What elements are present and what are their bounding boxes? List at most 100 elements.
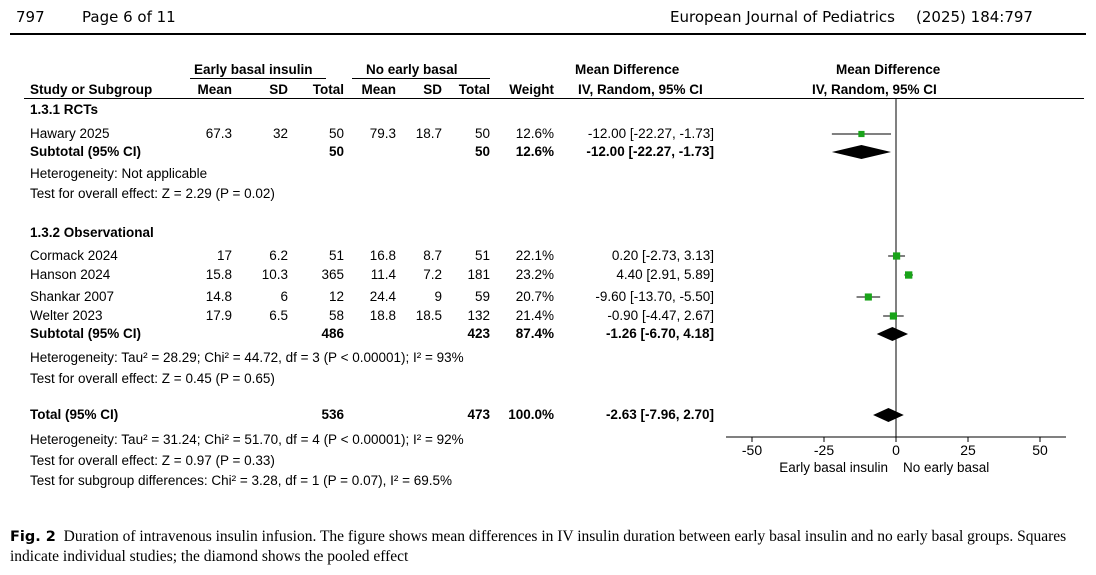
citation: (2025) 184:797 bbox=[916, 8, 1033, 26]
n-c: 132 bbox=[467, 308, 490, 323]
n-c: 50 bbox=[474, 126, 490, 141]
md-ci: -9.60 [-13.70, -5.50] bbox=[595, 289, 714, 304]
subgroup-title-observational: 1.3.2 Observational bbox=[30, 225, 154, 240]
page-of: Page 6 of 11 bbox=[82, 8, 176, 26]
overall-effect-observational: Test for overall effect: Z = 0.45 (P = 0… bbox=[30, 371, 275, 386]
mean-e: 17.9 bbox=[205, 308, 232, 323]
rule-experimental bbox=[190, 78, 326, 79]
x-tick-label: 25 bbox=[960, 442, 976, 458]
subtotal-label: Subtotal (95% CI) bbox=[30, 326, 142, 341]
study-square bbox=[905, 271, 913, 279]
sd-e: 6.2 bbox=[269, 248, 288, 263]
mean-e: 15.8 bbox=[205, 267, 232, 282]
mean-c: 16.8 bbox=[369, 248, 396, 263]
n-e: 58 bbox=[328, 308, 344, 323]
n-e: 365 bbox=[321, 267, 344, 282]
caption-text: Duration of intravenous insulin infusion… bbox=[10, 528, 1067, 565]
header-rule bbox=[10, 33, 1086, 35]
x-tick-label: 50 bbox=[1032, 442, 1048, 458]
header-bottom-rule bbox=[24, 98, 1084, 99]
mean-c: 18.8 bbox=[369, 308, 396, 323]
weight: 12.6% bbox=[515, 126, 554, 141]
subtotal-label: Subtotal (95% CI) bbox=[30, 144, 142, 159]
subtotal-n-e: 50 bbox=[328, 144, 344, 159]
n-e: 12 bbox=[328, 289, 344, 304]
pooled-diamond bbox=[873, 408, 904, 422]
figure-caption: Fig. 2 Duration of intravenous insulin i… bbox=[10, 527, 1086, 567]
n-c: 59 bbox=[474, 289, 490, 304]
n-e: 50 bbox=[328, 126, 344, 141]
mean-c: 24.4 bbox=[369, 289, 396, 304]
pooled-diamond bbox=[876, 327, 909, 341]
col-sd-c: SD bbox=[423, 82, 442, 97]
subtotal-n-e: 486 bbox=[321, 326, 344, 341]
journal-name: European Journal of Pediatrics bbox=[670, 8, 895, 26]
weight: 22.1% bbox=[515, 248, 554, 263]
study-name: Shankar 2007 bbox=[30, 289, 115, 304]
heterogeneity-observational: Heterogeneity: Tau² = 28.29; Chi² = 44.7… bbox=[30, 350, 464, 365]
plot-header: Mean Difference bbox=[836, 62, 941, 77]
plot-subheader: IV, Random, 95% CI bbox=[812, 82, 937, 97]
sd-c: 18.7 bbox=[415, 126, 442, 141]
study-square bbox=[864, 293, 872, 301]
subtotal-weight: 12.6% bbox=[515, 144, 554, 159]
total-weight: 100.0% bbox=[508, 407, 554, 422]
overall-effect-rcts: Test for overall effect: Z = 2.29 (P = 0… bbox=[30, 186, 275, 201]
study-name: Hawary 2025 bbox=[30, 126, 110, 141]
col-mean-c: Mean bbox=[361, 82, 396, 97]
total-label: Total (95% CI) bbox=[30, 407, 119, 422]
study-name: Cormack 2024 bbox=[30, 248, 118, 263]
group-header-control: No early basal bbox=[366, 62, 458, 77]
page-number: 797 bbox=[16, 8, 45, 26]
study-square bbox=[892, 252, 901, 260]
md-ci: -0.90 [-4.47, 2.67] bbox=[607, 308, 714, 323]
subgroup-differences: Test for subgroup differences: Chi² = 3.… bbox=[30, 473, 452, 488]
subtotal-weight: 87.4% bbox=[515, 326, 554, 341]
sd-e: 32 bbox=[272, 126, 288, 141]
mean-e: 17 bbox=[216, 248, 232, 263]
pooled-diamond bbox=[831, 145, 892, 159]
sd-c: 7.2 bbox=[423, 267, 442, 282]
total-ci: -2.63 [-7.96, 2.70] bbox=[605, 407, 714, 422]
mean-c: 11.4 bbox=[370, 267, 396, 282]
col-weight: Weight bbox=[509, 82, 554, 97]
overall-effect-total: Test for overall effect: Z = 0.97 (P = 0… bbox=[30, 453, 275, 468]
figure-label: Fig. 2 bbox=[10, 529, 56, 545]
weight: 21.4% bbox=[515, 308, 554, 323]
study-name: Hanson 2024 bbox=[30, 267, 111, 282]
sd-c: 18.5 bbox=[415, 308, 442, 323]
md-ci: 4.40 [2.91, 5.89] bbox=[616, 267, 714, 282]
heterogeneity-total: Heterogeneity: Tau² = 31.24; Chi² = 51.7… bbox=[30, 432, 464, 447]
group-header-experimental: Early basal insulin bbox=[194, 62, 313, 77]
col-sd-e: SD bbox=[269, 82, 288, 97]
subtotal-ci: -12.00 [-22.27, -1.73] bbox=[586, 144, 714, 159]
mean-e: 14.8 bbox=[205, 289, 232, 304]
forest-plot: -50 -25 0 25 50 Early basal insulin No early… bbox=[726, 99, 1066, 475]
weight: 23.2% bbox=[515, 267, 554, 282]
col-total-c: Total bbox=[458, 82, 490, 97]
col-total-e: Total bbox=[312, 82, 344, 97]
col-mean-e: Mean bbox=[197, 82, 232, 97]
n-c: 51 bbox=[474, 248, 490, 263]
mean-c: 79.3 bbox=[369, 126, 396, 141]
subtotal-n-c: 50 bbox=[474, 144, 490, 159]
total-n-e: 536 bbox=[321, 407, 344, 422]
sd-e: 6 bbox=[280, 289, 288, 304]
md-ci: -12.00 [-22.27, -1.73] bbox=[587, 126, 714, 141]
n-e: 51 bbox=[328, 248, 344, 263]
sd-e: 10.3 bbox=[261, 267, 288, 282]
subgroup-title-rcts: 1.3.1 RCTs bbox=[30, 102, 99, 117]
sd-c: 9 bbox=[434, 289, 442, 304]
md-ci: 0.20 [-2.73, 3.13] bbox=[611, 248, 714, 263]
x-tick-label: 0 bbox=[892, 442, 900, 458]
study-name: Welter 2023 bbox=[30, 308, 103, 323]
heterogeneity-rcts: Heterogeneity: Not applicable bbox=[30, 166, 208, 181]
md-header: Mean Difference bbox=[575, 62, 680, 77]
subtotal-ci: -1.26 [-6.70, 4.18] bbox=[605, 326, 714, 341]
sd-c: 8.7 bbox=[423, 248, 442, 263]
x-tick-label: -50 bbox=[742, 442, 762, 458]
weight: 20.7% bbox=[515, 289, 554, 304]
rule-control bbox=[352, 78, 490, 79]
sd-e: 6.5 bbox=[269, 308, 288, 323]
study-square bbox=[858, 130, 865, 138]
